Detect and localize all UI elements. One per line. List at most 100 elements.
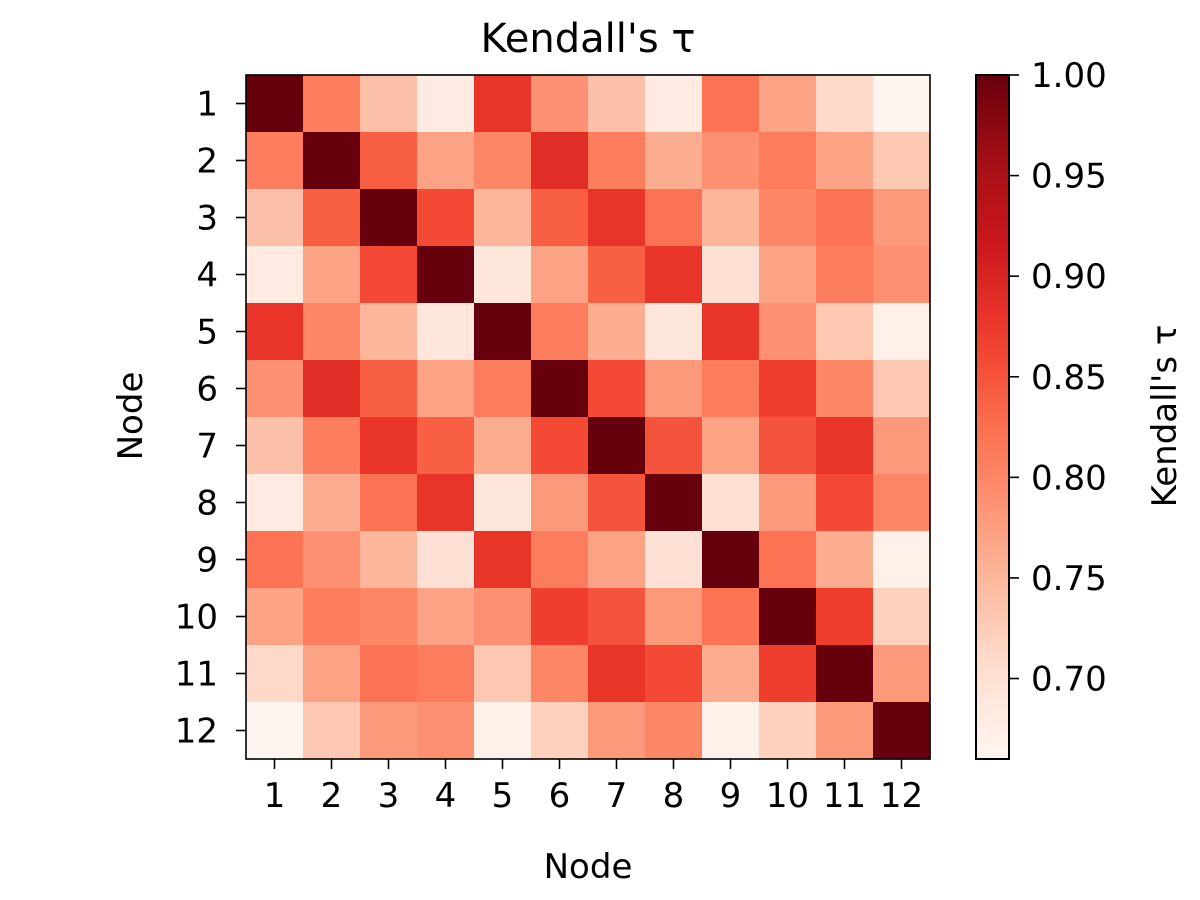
heatmap-cell bbox=[588, 303, 646, 361]
heatmap-cell bbox=[873, 531, 931, 589]
y-tick-label: 7 bbox=[196, 427, 218, 467]
heatmap-cell bbox=[588, 189, 646, 247]
heatmap-cell bbox=[474, 132, 532, 190]
heatmap-cell bbox=[645, 189, 703, 247]
heatmap-cell bbox=[246, 417, 304, 475]
heatmap-cell bbox=[474, 474, 532, 532]
heatmap-cell bbox=[702, 246, 760, 304]
colorbar-tick-label: 0.85 bbox=[1031, 358, 1107, 398]
heatmap-cell bbox=[246, 645, 304, 703]
heatmap-cell bbox=[759, 702, 817, 760]
heatmap-cell bbox=[417, 645, 475, 703]
heatmap-cell bbox=[759, 132, 817, 190]
heatmap-cell bbox=[816, 246, 874, 304]
heatmap-cell bbox=[246, 531, 304, 589]
heatmap-cell bbox=[360, 474, 418, 532]
heatmap-cell bbox=[246, 303, 304, 361]
heatmap-cell bbox=[873, 303, 931, 361]
heatmap-cell bbox=[360, 75, 418, 133]
y-tick-label: 8 bbox=[196, 484, 218, 524]
heatmap-cell bbox=[645, 474, 703, 532]
heatmap-cell bbox=[759, 645, 817, 703]
x-tick-label: 4 bbox=[435, 776, 457, 816]
heatmap-cell bbox=[303, 132, 361, 190]
heatmap-cell bbox=[588, 702, 646, 760]
heatmap-cell bbox=[303, 474, 361, 532]
heatmap-cell bbox=[645, 702, 703, 760]
y-tick-label: 1 bbox=[196, 85, 218, 125]
heatmap-cell bbox=[417, 246, 475, 304]
heatmap-cell bbox=[702, 531, 760, 589]
colorbar-tick-label: 0.75 bbox=[1031, 559, 1107, 599]
heatmap-cell bbox=[303, 75, 361, 133]
heatmap-cell bbox=[303, 417, 361, 475]
x-tick-label: 8 bbox=[663, 776, 685, 816]
heatmap-cell bbox=[759, 360, 817, 418]
heatmap-cell bbox=[645, 303, 703, 361]
heatmap-cell bbox=[531, 246, 589, 304]
colorbar-tick-label: 0.90 bbox=[1031, 257, 1107, 297]
heatmap-cell bbox=[531, 531, 589, 589]
heatmap-cell bbox=[873, 474, 931, 532]
heatmap-cell bbox=[816, 588, 874, 646]
x-tick-label: 10 bbox=[766, 776, 809, 816]
heatmap-cell bbox=[816, 303, 874, 361]
heatmap-cell bbox=[702, 702, 760, 760]
heatmap-cell bbox=[588, 132, 646, 190]
heatmap-cell bbox=[873, 246, 931, 304]
heatmap-cell bbox=[816, 531, 874, 589]
heatmap-cell bbox=[417, 75, 475, 133]
heatmap-cell bbox=[588, 417, 646, 475]
heatmap-cell bbox=[531, 189, 589, 247]
heatmap-cell bbox=[873, 645, 931, 703]
heatmap-cell bbox=[474, 531, 532, 589]
heatmap-cell bbox=[531, 645, 589, 703]
heatmap-cell bbox=[531, 303, 589, 361]
heatmap-cell bbox=[531, 360, 589, 418]
heatmap-cell bbox=[417, 702, 475, 760]
heatmap-cell bbox=[759, 303, 817, 361]
plot-frame bbox=[245, 74, 931, 760]
heatmap-cell bbox=[816, 75, 874, 133]
heatmap-cell bbox=[360, 645, 418, 703]
heatmap-cell bbox=[303, 702, 361, 760]
heatmap-cell bbox=[246, 132, 304, 190]
heatmap-cell bbox=[816, 360, 874, 418]
y-tick-label: 11 bbox=[175, 655, 218, 695]
heatmap-cell bbox=[759, 531, 817, 589]
heatmap-cell bbox=[645, 132, 703, 190]
heatmap-cell bbox=[531, 75, 589, 133]
heatmap-cell bbox=[588, 474, 646, 532]
heatmap-cell bbox=[417, 189, 475, 247]
y-tick-label: 2 bbox=[196, 142, 218, 182]
y-tick-label: 12 bbox=[175, 712, 218, 752]
heatmap-cell bbox=[531, 132, 589, 190]
heatmap-cell bbox=[588, 360, 646, 418]
heatmap-cell bbox=[759, 189, 817, 247]
heatmap-cell bbox=[759, 75, 817, 133]
y-tick-label: 4 bbox=[196, 256, 218, 296]
heatmap-cell bbox=[645, 645, 703, 703]
heatmap-cell bbox=[531, 417, 589, 475]
heatmap-cell bbox=[417, 588, 475, 646]
x-tick-label: 1 bbox=[264, 776, 286, 816]
heatmap-cell bbox=[873, 75, 931, 133]
heatmap-cell bbox=[360, 702, 418, 760]
x-axis: 1 2 3 4 5 6 7 8 9 10 11 12 bbox=[264, 759, 923, 816]
y-axis-label: Node bbox=[111, 372, 151, 461]
heatmap-cell bbox=[417, 360, 475, 418]
heatmap-cell bbox=[702, 189, 760, 247]
y-tick-label: 3 bbox=[196, 199, 218, 239]
colorbar-label: Kendall's τ bbox=[1145, 325, 1185, 508]
heatmap-cell bbox=[417, 417, 475, 475]
heatmap-cell bbox=[873, 588, 931, 646]
heatmap-cell bbox=[588, 531, 646, 589]
y-tick-label: 10 bbox=[175, 598, 218, 638]
y-tick-label: 5 bbox=[196, 313, 218, 353]
heatmap-cell bbox=[645, 75, 703, 133]
heatmap-cell bbox=[303, 303, 361, 361]
heatmap-cell bbox=[873, 189, 931, 247]
y-tick-label: 6 bbox=[196, 370, 218, 410]
heatmap-cell bbox=[360, 303, 418, 361]
